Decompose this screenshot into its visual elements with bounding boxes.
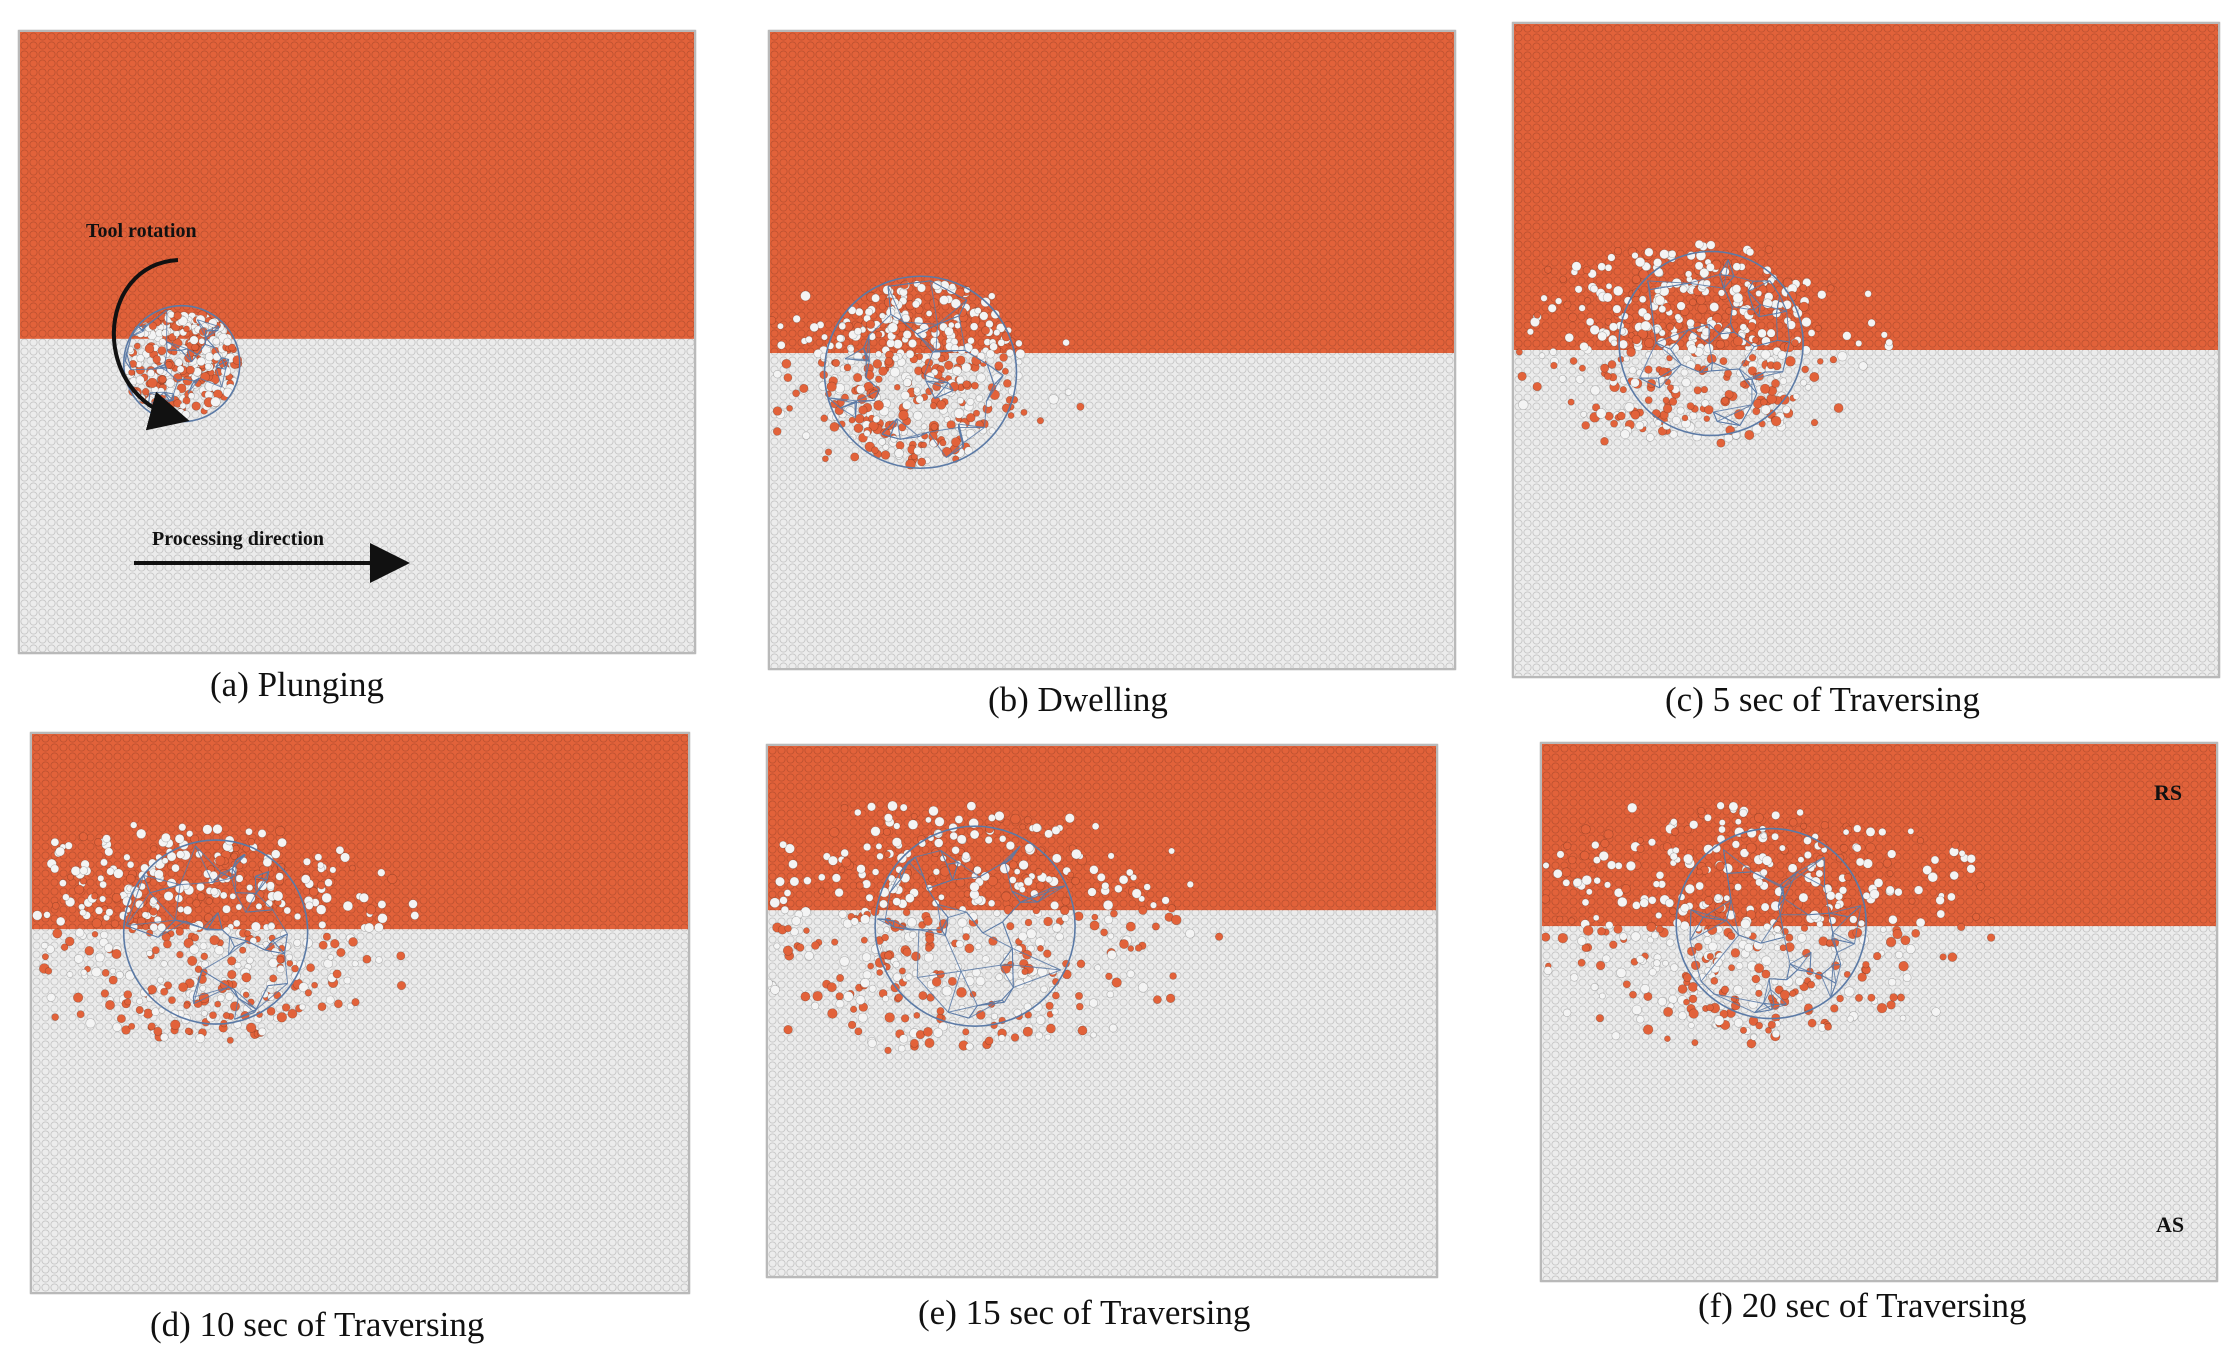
particle-field — [770, 32, 1454, 668]
tool-mesh — [122, 839, 309, 1025]
tool-mesh — [1675, 827, 1867, 1020]
panel-traversing-10s — [30, 732, 690, 1294]
particle-field — [768, 746, 1436, 1276]
panel-dwelling — [768, 30, 1456, 670]
caption-traversing-10s: (d) 10 sec of Traversing — [150, 1305, 485, 1344]
tool-mesh — [874, 825, 1076, 1027]
processing-direction-label: Processing direction — [152, 528, 325, 550]
caption-traversing-5s: (c) 5 sec of Traversing — [1665, 680, 1980, 719]
particle-field — [32, 734, 688, 1292]
caption-traversing-15s: (e) 15 sec of Traversing — [918, 1293, 1251, 1332]
tool-mesh — [1618, 250, 1804, 437]
particle-field — [1514, 24, 2218, 676]
panel-traversing-15s — [766, 744, 1438, 1278]
particle-field — [1542, 744, 2216, 1280]
panel-traversing-20s — [1540, 742, 2218, 1282]
caption-plunging: (a) Plunging — [210, 665, 385, 704]
particle-field — [20, 32, 694, 652]
tool-mesh — [823, 275, 1018, 470]
panel-plunging — [18, 30, 696, 654]
retreating-side-label: RS — [2154, 780, 2183, 805]
advancing-side-label: AS — [2156, 1212, 2185, 1237]
caption-dwelling: (b) Dwelling — [988, 680, 1168, 719]
caption-traversing-20s: (f) 20 sec of Traversing — [1698, 1286, 2027, 1325]
panel-traversing-5s — [1512, 22, 2220, 678]
tool-rotation-label: Tool rotation — [86, 220, 197, 242]
